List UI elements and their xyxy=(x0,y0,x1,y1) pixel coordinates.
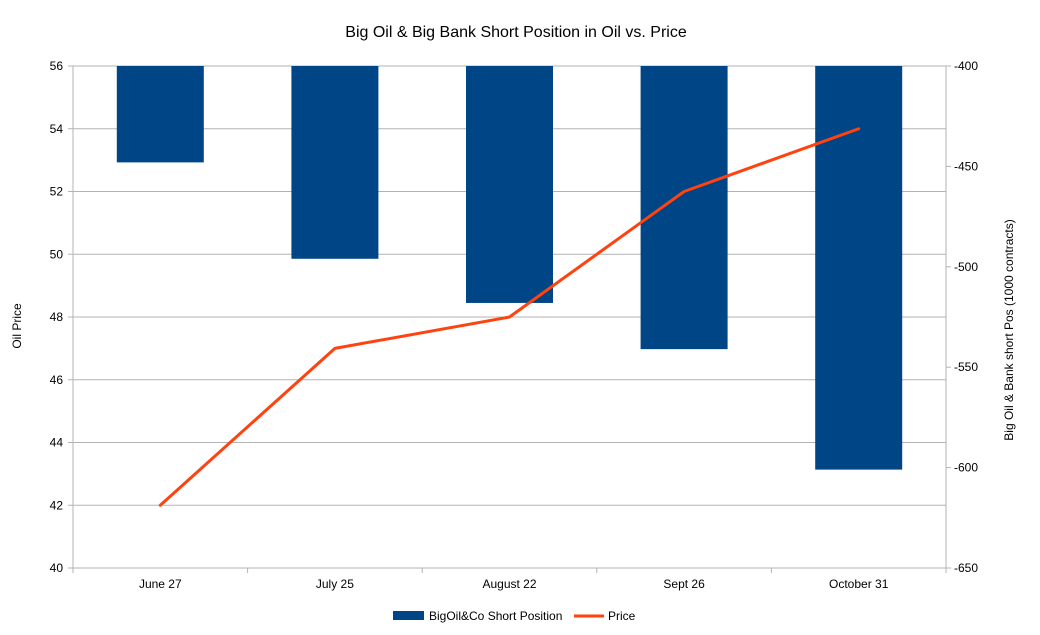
price-point xyxy=(334,347,336,349)
price-line-group xyxy=(158,127,861,507)
category-label: June 27 xyxy=(139,577,182,591)
left-tick-label: 44 xyxy=(50,436,64,450)
short-position-bar xyxy=(815,66,903,470)
short-position-bar xyxy=(291,66,379,259)
price-point xyxy=(858,128,860,130)
left-tick-label: 56 xyxy=(50,59,64,73)
left-tick-label: 48 xyxy=(50,310,64,324)
left-tick-label: 46 xyxy=(50,373,64,387)
left-axis-ticks: 40 42 44 46 48 50 52 54 56 xyxy=(50,59,73,575)
price-point xyxy=(159,504,161,506)
left-tick-label: 40 xyxy=(50,561,64,575)
legend-swatch-short-position xyxy=(393,611,424,620)
legend: BigOil&Co Short Position Price xyxy=(393,609,636,623)
legend-label-short-position: BigOil&Co Short Position xyxy=(429,609,562,623)
short-position-bar xyxy=(466,66,553,303)
legend-label-price: Price xyxy=(608,609,636,623)
right-tick-label: -600 xyxy=(954,461,978,475)
y-right-axis-label: Big Oil & Bank short Pos (1000 contracts… xyxy=(1002,219,1016,440)
left-tick-label: 54 xyxy=(50,122,64,136)
price-point xyxy=(509,316,510,318)
y-left-axis-label: Oil Price xyxy=(10,303,24,349)
right-tick-label: -400 xyxy=(954,59,978,73)
category-label: July 25 xyxy=(316,577,354,591)
short-position-bar xyxy=(640,66,728,350)
price-point xyxy=(683,191,685,192)
short-position-bar xyxy=(116,66,204,163)
chart-title: Big Oil & Big Bank Short Position in Oil… xyxy=(345,24,687,41)
right-tick-label: -650 xyxy=(954,561,978,575)
bars xyxy=(116,66,903,470)
left-tick-label: 42 xyxy=(50,498,64,512)
left-tick-label: 50 xyxy=(50,247,64,261)
right-axis-ticks: -400 -450 -500 -550 -600 -650 xyxy=(946,59,978,575)
category-label: October 31 xyxy=(829,577,889,591)
left-tick-label: 52 xyxy=(50,185,64,199)
right-tick-label: -500 xyxy=(954,260,978,274)
right-tick-label: -450 xyxy=(954,159,978,173)
category-labels: June 27 July 25 August 22 Sept 26 October 31 xyxy=(72,568,947,591)
category-label: August 22 xyxy=(482,577,536,591)
right-tick-label: -550 xyxy=(954,360,978,374)
category-label: Sept 26 xyxy=(663,577,705,591)
